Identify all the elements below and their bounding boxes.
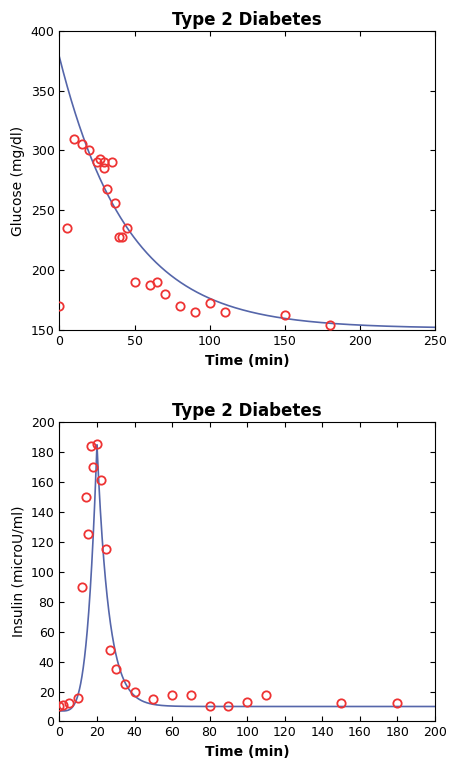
Title: Type 2 Diabetes: Type 2 Diabetes	[172, 11, 322, 29]
X-axis label: Time (min): Time (min)	[205, 745, 289, 759]
Title: Type 2 Diabetes: Type 2 Diabetes	[172, 403, 322, 420]
X-axis label: Time (min): Time (min)	[205, 353, 289, 367]
Y-axis label: Insulin (microU/ml): Insulin (microU/ml)	[11, 506, 25, 638]
Y-axis label: Glucose (mg/dl): Glucose (mg/dl)	[11, 126, 25, 236]
